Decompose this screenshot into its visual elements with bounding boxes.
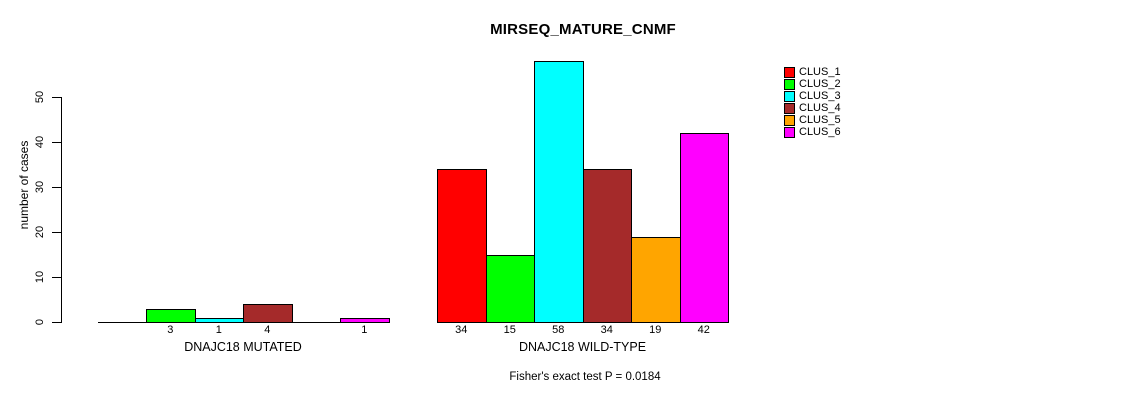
- y-axis-tick: [52, 277, 61, 279]
- bar-clus_4-wild-type: [582, 169, 632, 324]
- legend-label: CLUS_1: [799, 66, 841, 78]
- bar-clus_3-wild-type: [534, 61, 584, 324]
- legend-swatch-clus_3: [784, 90, 795, 102]
- legend-label: CLUS_3: [799, 90, 841, 102]
- bar-value-label: 19: [649, 324, 662, 336]
- bar-clus_1-wild-type: [437, 169, 487, 324]
- legend-entry: CLUS_6: [784, 126, 841, 138]
- y-tick-label: 50: [34, 90, 46, 104]
- legend-entry: CLUS_2: [784, 78, 841, 90]
- bar-value-label: 42: [697, 324, 710, 336]
- legend-swatch-clus_4: [784, 102, 795, 114]
- x-group-label-wild-type: DNAJC18 WILD-TYPE: [518, 340, 647, 354]
- bar-value-label: 58: [552, 324, 565, 336]
- legend-label: CLUS_5: [799, 114, 841, 126]
- bar-clus_2-wild-type: [485, 254, 535, 324]
- y-axis-tick: [52, 142, 61, 144]
- legend-entry: CLUS_4: [784, 102, 841, 114]
- y-tick-label: 20: [34, 225, 46, 239]
- legend-swatch-clus_2: [784, 78, 795, 90]
- bar-value-label: 34: [600, 324, 613, 336]
- y-tick-label: 30: [34, 180, 46, 194]
- bar-value-label: 15: [503, 324, 516, 336]
- bar-value-label: 3: [167, 324, 174, 336]
- y-tick-label: 40: [34, 135, 46, 149]
- legend-swatch-clus_5: [784, 114, 795, 126]
- bar-clus_3-mutated: [194, 317, 244, 324]
- fisher-test-annotation: Fisher's exact test P = 0.0184: [509, 371, 661, 383]
- bar-clus_6-wild-type: [679, 133, 729, 324]
- y-axis-tick: [52, 322, 61, 324]
- y-axis-tick: [52, 187, 61, 189]
- bar-value-label: 1: [215, 324, 222, 336]
- y-axis-line: [61, 97, 63, 324]
- legend-label: CLUS_6: [799, 126, 841, 138]
- legend-swatch-clus_6: [784, 126, 795, 138]
- bar-clus_2-mutated: [146, 308, 196, 324]
- bar-clus_5-wild-type: [631, 236, 681, 324]
- legend-entry: CLUS_1: [784, 66, 841, 78]
- bar-clus_4-mutated: [243, 304, 293, 324]
- bar-value-label: 4: [264, 324, 271, 336]
- bar-clus_6-mutated: [340, 317, 390, 324]
- y-axis-tick: [52, 232, 61, 234]
- y-axis-tick: [52, 97, 61, 99]
- legend: CLUS_1 CLUS_2 CLUS_3 CLUS_4 CLUS_5 CLUS_6: [784, 66, 841, 138]
- y-tick-label: 0: [34, 318, 46, 326]
- legend-entry: CLUS_3: [784, 90, 841, 102]
- legend-label: CLUS_4: [799, 102, 841, 114]
- y-tick-label: 10: [34, 270, 46, 284]
- legend-swatch-clus_1: [784, 66, 795, 78]
- bar-value-label: 1: [361, 324, 368, 336]
- x-group-label-mutated: DNAJC18 MUTATED: [184, 340, 302, 354]
- bar-value-label: 34: [455, 324, 468, 336]
- legend-entry: CLUS_5: [784, 114, 841, 126]
- chart-title: MIRSEQ_MATURE_CNMF: [490, 21, 676, 38]
- legend-label: CLUS_2: [799, 78, 841, 90]
